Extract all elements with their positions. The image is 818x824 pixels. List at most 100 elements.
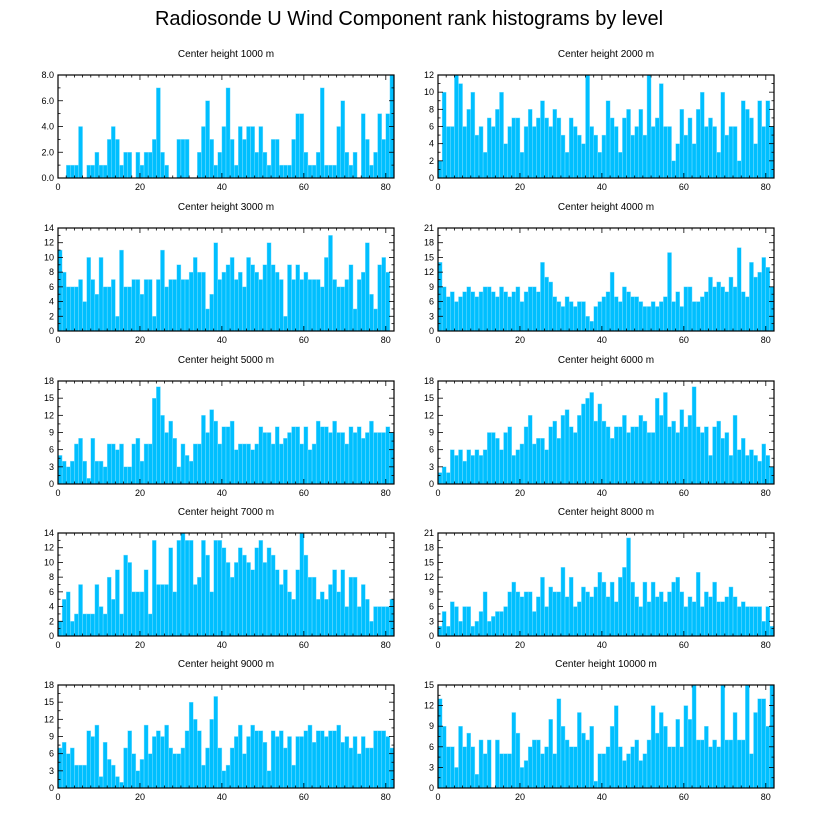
histogram-bar [123, 152, 128, 179]
histogram-bar [704, 726, 709, 789]
histogram-bar [188, 701, 194, 789]
histogram-bar [708, 117, 713, 179]
histogram-bar [601, 134, 607, 179]
histogram-bar [577, 301, 582, 332]
histogram-bar [515, 732, 521, 789]
histogram-bar [736, 449, 742, 485]
histogram-bar [761, 257, 767, 332]
histogram-bar [172, 753, 178, 789]
histogram-bar [650, 432, 656, 485]
histogram-bar [581, 586, 586, 637]
histogram-bar [450, 601, 455, 637]
x-tick-label: 80 [381, 488, 391, 498]
histogram-bar [573, 306, 578, 332]
y-tick-label: 18 [424, 238, 434, 248]
histogram-bar [160, 249, 165, 332]
histogram-bar [172, 591, 178, 637]
histogram-bar [597, 301, 603, 332]
histogram-bar [328, 432, 333, 485]
histogram-bar [601, 420, 607, 485]
y-tick-label: 6 [429, 742, 434, 752]
x-tick-label: 60 [679, 640, 689, 650]
histogram-bar [119, 782, 124, 789]
histogram-bar [164, 286, 169, 332]
histogram-bar [180, 443, 186, 485]
histogram-bar [659, 301, 664, 332]
histogram-bar [205, 308, 210, 332]
histogram-bar [687, 415, 693, 485]
histogram-panel: Center height 1000 m 0 20 40 60 80 0.0 2.0 4.0 6.… [41, 49, 395, 192]
y-tick-label: 4 [429, 139, 434, 149]
histogram-bar [340, 286, 346, 332]
x-tick-label: 0 [435, 792, 440, 802]
histogram-bar [712, 739, 717, 789]
histogram-bar [213, 540, 219, 637]
histogram-bar [462, 126, 467, 179]
histogram-bar [765, 267, 771, 332]
y-tick-label: 14 [44, 223, 54, 233]
histogram-bar [679, 306, 685, 332]
histogram-bar [254, 547, 259, 637]
histogram-bar [749, 117, 754, 179]
histogram-bar [667, 591, 672, 637]
histogram-bar [630, 134, 635, 179]
histogram-bar [78, 126, 83, 179]
histogram-bar [361, 271, 366, 332]
histogram-bar [82, 460, 87, 485]
histogram-bar [205, 100, 210, 179]
histogram-bar [614, 426, 619, 485]
histogram-bar [573, 432, 578, 485]
histogram-bar [687, 596, 693, 637]
x-tick-label: 60 [299, 488, 309, 498]
histogram-bar [663, 392, 668, 485]
histogram-bar [348, 426, 354, 485]
histogram-bar [695, 301, 701, 332]
histogram-bar [340, 432, 346, 485]
histogram-bar [712, 581, 717, 637]
histogram-bar [646, 432, 652, 485]
histogram-bar [90, 613, 96, 637]
histogram-bar [700, 432, 705, 485]
histogram-bar [753, 712, 758, 789]
histogram-bar [626, 537, 631, 637]
histogram-bar [82, 301, 87, 332]
histogram-bar [466, 109, 471, 179]
histogram-bar [638, 109, 644, 179]
histogram-bar [344, 152, 350, 179]
histogram-bar [679, 591, 685, 637]
histogram-bar [336, 286, 341, 332]
histogram-bar [634, 596, 639, 637]
histogram-bar [728, 586, 734, 637]
y-tick-label: 12 [44, 410, 54, 420]
histogram-bar [127, 730, 132, 789]
y-tick-label: 9 [429, 587, 434, 597]
histogram-bar [564, 152, 570, 179]
histogram-bar [564, 739, 570, 789]
histogram-bar [765, 726, 771, 789]
histogram-bar [356, 606, 362, 637]
histogram-bar [671, 301, 676, 332]
histogram-bar [466, 449, 471, 485]
histogram-bar [593, 420, 599, 485]
histogram-bar [548, 281, 553, 332]
histogram-bar [691, 143, 697, 179]
x-tick-label: 0 [435, 335, 440, 345]
histogram-bar [671, 420, 676, 485]
histogram-bar [287, 736, 292, 789]
histogram-bar [233, 562, 239, 637]
histogram-bar [299, 113, 305, 179]
histogram-panel: Center height 8000 m 0 20 40 60 80 0 3 6 9 12 15 18 2… [424, 507, 775, 650]
histogram-bar [552, 296, 558, 332]
histogram-bar [332, 420, 337, 485]
histogram-bar [86, 257, 91, 332]
histogram-bar [164, 164, 169, 179]
histogram-bar [446, 472, 451, 485]
histogram-bar [373, 606, 378, 637]
y-tick-label: 6 [429, 445, 434, 455]
histogram-bar [593, 586, 599, 637]
histogram-bar [201, 764, 206, 789]
histogram-bar [659, 83, 664, 179]
histogram-bar [720, 684, 726, 789]
histogram-bar [266, 770, 272, 789]
histogram-bar [266, 242, 272, 332]
